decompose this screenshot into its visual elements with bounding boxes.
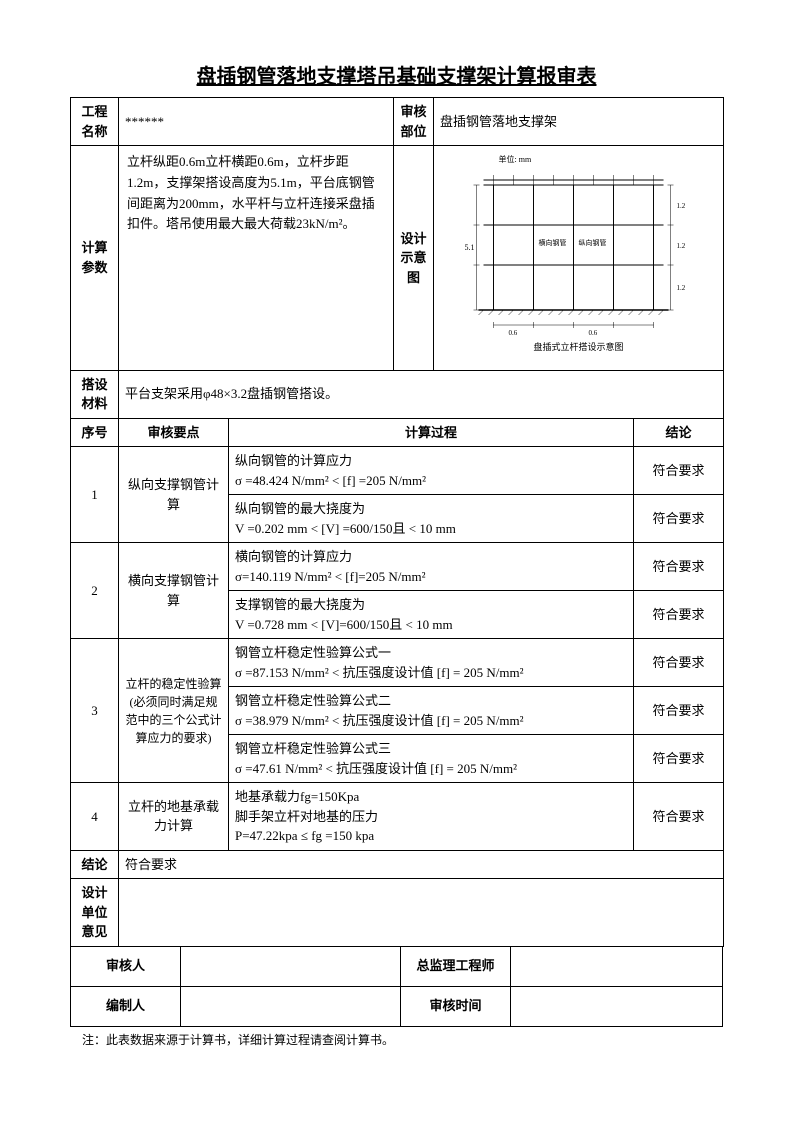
material-value: 平台支架采用φ48×3.2盘插钢管搭设。 xyxy=(119,370,724,418)
process-3a: 钢管立杆稳定性验算公式一σ =87.153 N/mm² < 抗压强度设计值 [f… xyxy=(229,639,634,687)
params-label: 计算参数 xyxy=(71,146,119,371)
svg-text:盘插式立杆搭设示意图: 盘插式立杆搭设示意图 xyxy=(534,341,624,352)
diagram-cell: 单位: mm xyxy=(434,146,724,371)
svg-text:0.6: 0.6 xyxy=(509,329,518,337)
col-result: 结论 xyxy=(634,418,724,447)
result-1a: 符合要求 xyxy=(634,447,724,495)
seq-4: 4 xyxy=(71,783,119,851)
col-seq: 序号 xyxy=(71,418,119,447)
sig-reviewer-label: 审核人 xyxy=(71,946,181,986)
svg-text:1.2: 1.2 xyxy=(677,202,686,210)
svg-text:纵向钢管: 纵向钢管 xyxy=(579,238,607,247)
result-2a: 符合要求 xyxy=(634,543,724,591)
sig-time-label: 审核时间 xyxy=(401,986,511,1026)
sig-chief-label: 总监理工程师 xyxy=(401,946,511,986)
process-2a: 横向钢管的计算应力σ=140.119 N/mm² < [f]=205 N/mm² xyxy=(229,543,634,591)
audit-label: 审核部位 xyxy=(394,98,434,146)
result-3b: 符合要求 xyxy=(634,687,724,735)
opinion-value xyxy=(119,879,724,947)
svg-text:0.6: 0.6 xyxy=(589,329,598,337)
result-4a: 符合要求 xyxy=(634,783,724,851)
process-3c: 钢管立杆稳定性验算公式三σ =47.61 N/mm² < 抗压强度设计值 [f]… xyxy=(229,735,634,783)
svg-text:1.2: 1.2 xyxy=(677,284,686,292)
sig-reviewer-value xyxy=(181,946,401,986)
project-label: 工程名称 xyxy=(71,98,119,146)
sig-author-value xyxy=(181,986,401,1026)
result-3c: 符合要求 xyxy=(634,735,724,783)
point-4: 立杆的地基承载力计算 xyxy=(119,783,229,851)
process-1b: 纵向钢管的最大挠度为V =0.202 mm < [V] =600/150且 < … xyxy=(229,495,634,543)
result-2b: 符合要求 xyxy=(634,591,724,639)
seq-3: 3 xyxy=(71,639,119,783)
material-label: 搭设材料 xyxy=(71,370,119,418)
conclusion-label: 结论 xyxy=(71,850,119,879)
project-value: ****** xyxy=(119,98,394,146)
schematic-diagram: 单位: mm xyxy=(438,150,719,360)
audit-value: 盘插钢管落地支撑架 xyxy=(434,98,724,146)
seq-2: 2 xyxy=(71,543,119,639)
svg-text:5.1: 5.1 xyxy=(465,243,475,252)
sig-chief-value xyxy=(511,946,723,986)
footnote: 注：此表数据来源于计算书，详细计算过程请查阅计算书。 xyxy=(70,1031,723,1048)
col-point: 审核要点 xyxy=(119,418,229,447)
point-3: 立杆的稳定性验算(必须同时满足规范中的三个公式计算应力的要求) xyxy=(119,639,229,783)
params-description: 立杆纵距0.6m立杆横距0.6m，立杆步距1.2m，支撑架搭设高度为5.1m，平… xyxy=(119,146,394,371)
signature-table: 审核人 总监理工程师 编制人 审核时间 xyxy=(70,946,723,1027)
result-1b: 符合要求 xyxy=(634,495,724,543)
process-1a: 纵向钢管的计算应力σ =48.424 N/mm² < [f] =205 N/mm… xyxy=(229,447,634,495)
point-1: 纵向支撑钢管计算 xyxy=(119,447,229,543)
svg-text:单位: mm: 单位: mm xyxy=(499,154,532,164)
page-title: 盘插钢管落地支撑塔吊基础支撑架计算报审表 xyxy=(70,60,723,89)
svg-text:横向钢管: 横向钢管 xyxy=(539,238,567,247)
diagram-label: 设计示意图 xyxy=(394,146,434,371)
result-3a: 符合要求 xyxy=(634,639,724,687)
sig-author-label: 编制人 xyxy=(71,986,181,1026)
conclusion-value: 符合要求 xyxy=(119,850,724,879)
process-4a: 地基承载力fg=150Kpa脚手架立杆对地基的压力P=47.22kpa ≤ fg… xyxy=(229,783,634,851)
point-2: 横向支撑钢管计算 xyxy=(119,543,229,639)
process-2b: 支撑钢管的最大挠度为V =0.728 mm < [V]=600/150且 < 1… xyxy=(229,591,634,639)
opinion-label: 设计单位意见 xyxy=(71,879,119,947)
process-3b: 钢管立杆稳定性验算公式二σ =38.979 N/mm² < 抗压强度设计值 [f… xyxy=(229,687,634,735)
sig-time-value xyxy=(511,986,723,1026)
col-process: 计算过程 xyxy=(229,418,634,447)
svg-text:1.2: 1.2 xyxy=(677,242,686,250)
main-table: 工程名称 ****** 审核部位 盘插钢管落地支撑架 计算参数 立杆纵距0.6m… xyxy=(70,97,724,947)
seq-1: 1 xyxy=(71,447,119,543)
